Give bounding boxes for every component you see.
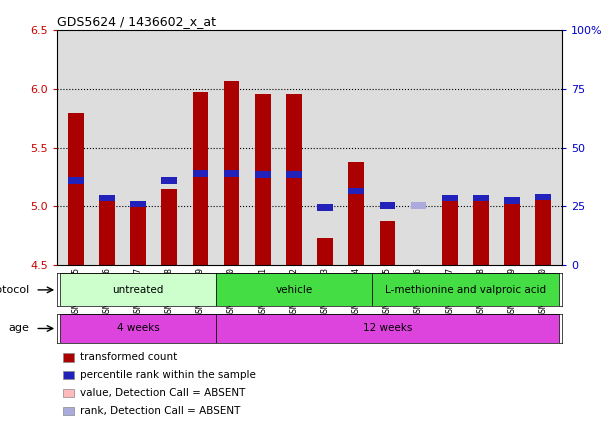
Bar [68, 177, 84, 184]
Bar [224, 170, 239, 177]
Bar [162, 177, 177, 184]
Bar [535, 194, 551, 201]
Text: age: age [8, 324, 29, 333]
Bar [317, 238, 333, 266]
Bar [255, 171, 270, 178]
Text: untreated: untreated [112, 285, 164, 295]
Bar [193, 170, 208, 177]
Bar [130, 205, 146, 266]
Bar [349, 162, 364, 266]
Bar [99, 195, 115, 201]
Bar [380, 221, 395, 266]
Text: rank, Detection Call = ABSENT: rank, Detection Call = ABSENT [80, 406, 240, 416]
Bar [411, 202, 426, 209]
Bar [99, 199, 115, 266]
Bar [68, 113, 84, 266]
Bar [442, 198, 457, 266]
Bar [130, 201, 146, 207]
Text: GDS5624 / 1436602_x_at: GDS5624 / 1436602_x_at [57, 16, 216, 28]
Bar [224, 82, 239, 266]
Text: 12 weeks: 12 weeks [363, 324, 412, 333]
Text: percentile rank within the sample: percentile rank within the sample [80, 370, 256, 380]
Bar [216, 273, 372, 306]
Bar [60, 273, 216, 306]
Bar [255, 94, 270, 266]
Text: protocol: protocol [0, 285, 29, 295]
Bar [372, 273, 559, 306]
Text: value, Detection Call = ABSENT: value, Detection Call = ABSENT [80, 388, 245, 398]
Bar [60, 314, 216, 343]
Bar [193, 92, 208, 266]
Text: vehicle: vehicle [275, 285, 313, 295]
Bar [286, 171, 302, 178]
Bar [317, 204, 333, 211]
Bar [162, 189, 177, 266]
Text: transformed count: transformed count [80, 352, 177, 363]
Bar [473, 195, 489, 201]
Bar [535, 195, 551, 266]
Bar [442, 195, 457, 201]
Bar [504, 198, 520, 204]
Bar [349, 188, 364, 195]
Bar [504, 199, 520, 266]
Text: L-methionine and valproic acid: L-methionine and valproic acid [385, 285, 546, 295]
Bar [380, 202, 395, 209]
Text: 4 weeks: 4 weeks [117, 324, 159, 333]
Bar [216, 314, 559, 343]
Bar [286, 94, 302, 266]
Bar [473, 198, 489, 266]
